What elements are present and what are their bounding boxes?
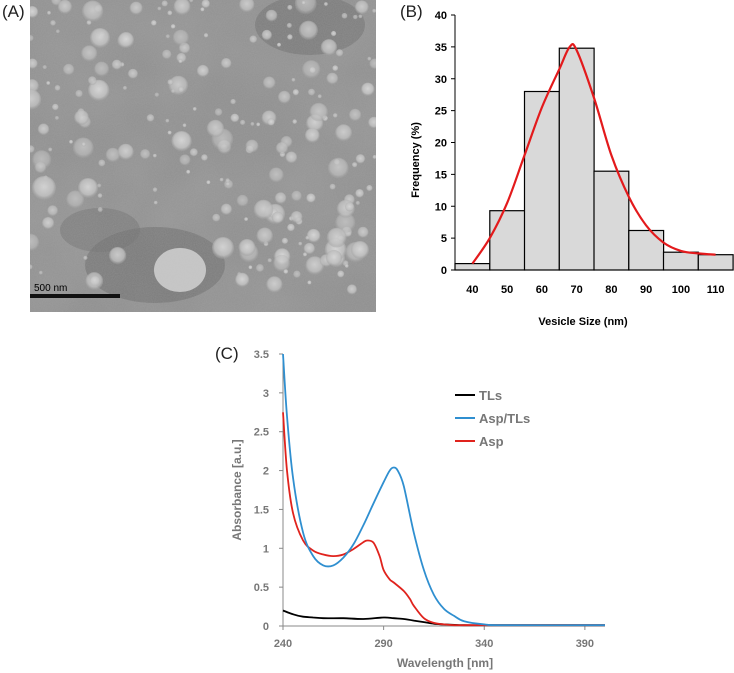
spectrum-series-tls [282,609,605,627]
legend-label: TLs [479,388,502,403]
histogram-x-label: Vesicle Size (nm) [538,316,628,328]
spectrum-x-label: Wavelength [nm] [397,656,493,670]
histogram-y-tick-label: 15 [435,169,447,181]
histogram-y-label: Frequency (%) [410,122,422,198]
histogram-x-tick-label: 90 [640,284,652,296]
tem-micrograph: 500 nm [30,0,376,312]
scale-bar-label: 500 nm [34,283,67,294]
histogram-bar [697,254,734,271]
histogram-x-tick-label: 100 [672,284,690,296]
spectrum-series-asp-tls [282,353,606,627]
histogram-x-tick-label: 110 [707,284,725,296]
histogram-x-tick-label: 40 [466,284,478,296]
histogram-y-tick-label: 40 [435,10,447,22]
spectrum-y-tick-label: 2 [263,466,269,478]
legend-label: Asp [479,434,504,449]
histogram-bar [558,47,595,271]
histogram-x-tick-label: 70 [570,284,582,296]
panel-label-a: (A) [2,2,25,21]
histogram-x-tick-label: 80 [605,284,617,296]
spectrum-y-tick-label: 3.5 [254,349,269,361]
histogram-y-tick-label: 25 [435,106,447,118]
spectrum-y-tick-label: 0 [263,621,269,633]
spectrum-y-tick-label: 1 [263,543,269,555]
histogram-bar [523,90,560,271]
histogram-y-tick-label: 10 [435,201,447,213]
spectrum-y-tick-label: 3 [263,388,269,400]
histogram-bar [489,210,526,271]
histogram-y-tick-label: 5 [441,233,447,245]
spectrum-x-tick-label: 240 [274,638,292,650]
spectrum-series-asp [282,412,605,627]
histogram-y-tick-label: 20 [435,138,447,150]
histogram-x-tick-label: 50 [501,284,513,296]
histogram-bar [628,229,665,271]
legend-label: Asp/TLs [479,411,530,426]
panel-label-c: (C) [215,344,239,363]
spectrum-x-tick-label: 290 [374,638,392,650]
histogram-bar [454,263,491,271]
spectrum-x-tick-label: 340 [475,638,493,650]
histogram-x-tick-label: 60 [536,284,548,296]
spectrum-legend: TLs Asp/TLs Asp [455,388,530,449]
histogram-bar [662,251,699,271]
spectrum-y-label: Absorbance [a.u.] [230,439,244,540]
histogram-chart: 0 5 10 15 20 25 30 35 40 40 50 60 70 80 90 100 110 Freq… [410,10,734,328]
scale-bar [30,294,120,298]
histogram-fit-curve [471,43,716,265]
histogram-bar [593,170,630,271]
spectrum-y-tick-label: 2.5 [254,427,269,439]
spectrum-y-tick-label: 1.5 [254,504,269,516]
histogram-y-tick-label: 0 [441,265,447,277]
spectrum-chart: 0 0.5 1 1.5 2 2.5 3 3.5 240 290 340 390 TLs Asp/TLs… [230,349,606,670]
panel-label-b: (B) [400,2,423,21]
spectrum-x-tick-label: 390 [576,638,594,650]
histogram-y-tick-label: 30 [435,74,447,86]
histogram-y-tick-label: 35 [435,42,447,54]
spectrum-y-tick-label: 0.5 [254,582,269,594]
